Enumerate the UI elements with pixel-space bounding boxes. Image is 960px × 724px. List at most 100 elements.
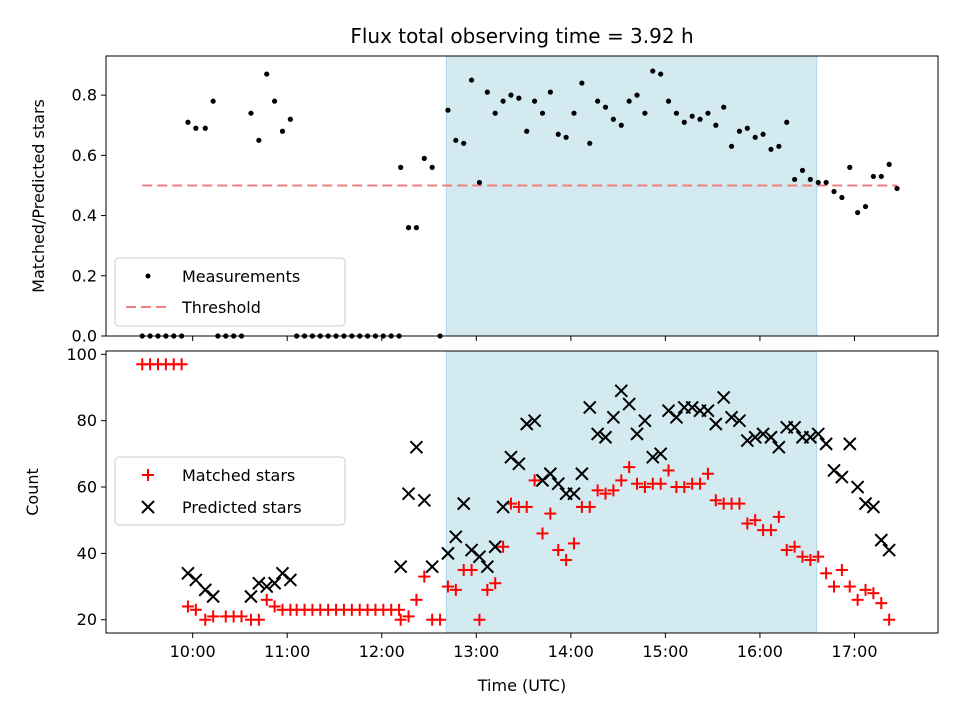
bottom-x-tick-label: 14:00 <box>548 642 594 661</box>
top-y-tick-label: 0.2 <box>72 266 97 285</box>
predicted-star-point <box>835 470 849 484</box>
measurement-point <box>831 188 837 195</box>
predicted-star-point <box>614 384 628 398</box>
measurement-point <box>563 134 569 140</box>
matched-star-point <box>520 500 533 513</box>
predicted-star-point <box>520 417 534 431</box>
matched-star-point <box>733 497 746 510</box>
measurement-point <box>697 116 703 122</box>
measurement-point <box>539 110 546 116</box>
predicted-stars-points <box>181 384 896 604</box>
predicted-star-point <box>456 496 471 511</box>
predicted-star-point <box>850 480 865 494</box>
matched-star-point <box>843 580 856 593</box>
measurement-point <box>681 119 687 125</box>
measurement-point <box>839 194 845 201</box>
matched-star-point <box>591 484 604 497</box>
measurement-point <box>665 98 672 104</box>
measurement-point <box>272 98 278 104</box>
top-y-axis-label: Matched/Predicted stars <box>29 99 48 293</box>
predicted-star-point <box>393 559 408 574</box>
matched-star-point <box>749 514 762 527</box>
measurement-point <box>721 104 727 110</box>
measurement-point <box>642 110 648 116</box>
matched-star-point <box>175 358 188 371</box>
legend-matched-label: Matched stars <box>182 466 295 485</box>
measurement-point <box>413 225 420 231</box>
measurement-point <box>618 122 624 128</box>
predicted-star-point <box>551 476 565 491</box>
top-y-tick-label: 0.4 <box>72 206 97 225</box>
measurement-point <box>792 176 798 183</box>
top-legend-box <box>114 257 346 327</box>
measurement-point <box>894 185 900 192</box>
matched-star-point <box>741 517 754 530</box>
measurement-point <box>626 98 632 104</box>
bottom-x-tick-label: 17:00 <box>831 642 877 661</box>
matched-star-point <box>883 613 896 626</box>
matched-star-point <box>851 593 864 606</box>
top-legend: Measurements Threshold <box>114 257 346 327</box>
measurement-point <box>193 125 199 131</box>
matched-star-point <box>694 477 707 490</box>
measurement-point <box>571 110 577 116</box>
matched-star-point <box>867 587 880 600</box>
predicted-star-point <box>646 450 660 464</box>
matched-star-point <box>441 580 454 593</box>
measurement-point <box>855 209 861 216</box>
matched-star-point <box>623 461 636 474</box>
predicted-star-point <box>787 420 802 435</box>
predicted-star-point <box>417 493 432 508</box>
measurement-point <box>728 143 735 149</box>
measurement-point <box>736 128 743 134</box>
measurement-point <box>752 134 758 140</box>
predicted-star-point <box>606 410 621 425</box>
legend-predicted-marker <box>141 500 155 514</box>
predicted-star-point <box>811 427 825 441</box>
predicted-star-point <box>496 500 510 514</box>
matched-star-point <box>189 603 202 616</box>
matched-star-point <box>568 537 580 550</box>
measurement-point <box>847 164 853 170</box>
bottom-y-tick-label: 80 <box>77 411 97 430</box>
measurement-point <box>500 98 506 104</box>
chart-title: Flux total observing time = 3.92 h <box>350 24 693 48</box>
matched-star-point <box>181 600 194 613</box>
measurement-point <box>768 146 774 152</box>
measurement-point <box>279 128 286 134</box>
bottom-x-tick-label: 12:00 <box>359 642 405 661</box>
predicted-star-point <box>575 467 589 481</box>
matched-star-point <box>199 613 212 626</box>
predicted-star-point <box>630 427 644 441</box>
predicted-star-point <box>732 413 747 428</box>
measurement-point <box>453 137 459 143</box>
measurement-point <box>524 128 530 134</box>
predicted-star-point <box>622 397 636 411</box>
measurement-point <box>689 113 695 119</box>
bottom-y-tick-label: 60 <box>77 478 97 497</box>
bottom-legend-box <box>114 456 346 526</box>
matched-star-point <box>678 481 691 494</box>
matched-star-point <box>812 550 825 563</box>
predicted-star-point <box>756 427 770 441</box>
predicted-star-point <box>748 430 762 444</box>
matched-star-point <box>804 554 817 567</box>
predicted-star-point <box>252 576 266 590</box>
measurement-point <box>610 116 616 122</box>
predicted-star-point <box>527 413 542 428</box>
predicted-star-point <box>512 457 526 471</box>
top-y-tick-label: 0.6 <box>72 146 97 165</box>
matched-star-point <box>449 583 462 596</box>
measurement-point <box>579 80 585 86</box>
matched-star-point <box>654 477 667 490</box>
predicted-star-point <box>425 559 439 574</box>
predicted-star-point <box>401 486 416 501</box>
matched-star-point <box>394 613 407 626</box>
matched-star-point <box>473 613 486 626</box>
predicted-star-point <box>653 447 668 461</box>
measurement-point <box>705 110 711 116</box>
predicted-star-point <box>488 540 502 554</box>
measurement-point <box>784 119 790 125</box>
measurement-point <box>445 107 451 113</box>
